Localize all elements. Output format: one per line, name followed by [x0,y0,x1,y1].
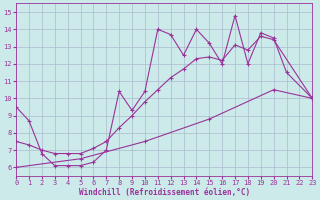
X-axis label: Windchill (Refroidissement éolien,°C): Windchill (Refroidissement éolien,°C) [79,188,250,197]
